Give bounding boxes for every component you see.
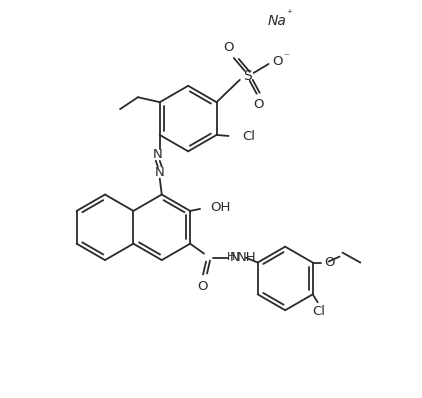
Text: Na: Na — [268, 14, 287, 28]
Text: OH: OH — [210, 201, 230, 215]
Text: Cl: Cl — [242, 131, 255, 143]
Text: Cl: Cl — [312, 305, 325, 318]
Text: H: H — [227, 252, 235, 261]
Text: N: N — [155, 166, 165, 179]
Text: O: O — [325, 256, 335, 269]
Text: N: N — [153, 148, 162, 161]
Text: S: S — [243, 69, 252, 83]
Text: O: O — [224, 41, 234, 54]
Text: N: N — [230, 251, 240, 264]
Text: O: O — [272, 55, 283, 68]
Text: ⁻: ⁻ — [284, 52, 289, 62]
Text: O: O — [254, 98, 264, 111]
Text: NH: NH — [237, 251, 257, 264]
Text: ⁺: ⁺ — [287, 9, 292, 19]
Text: O: O — [197, 280, 207, 293]
